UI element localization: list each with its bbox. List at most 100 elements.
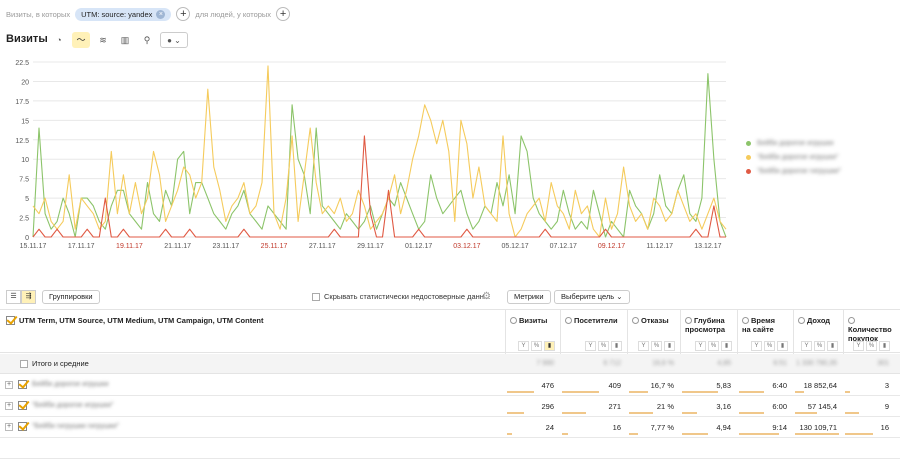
hide-stat-checkbox[interactable] bbox=[312, 292, 320, 301]
series-line[interactable] bbox=[32, 65, 727, 238]
info-icon[interactable] bbox=[798, 317, 805, 324]
x-tick-label: 29.11.17 bbox=[357, 243, 384, 250]
x-tick-label: 19.11.17 bbox=[116, 243, 143, 250]
totals-checkbox[interactable] bbox=[20, 359, 28, 368]
bar-chart-icon[interactable]: ▮ bbox=[611, 341, 622, 351]
row-cell: 9:14 bbox=[772, 423, 787, 432]
filter-icon[interactable]: Y bbox=[695, 341, 706, 351]
add-visit-condition-button[interactable]: + bbox=[176, 7, 191, 21]
totals-cell: 16,6 % bbox=[652, 360, 674, 367]
close-icon[interactable]: × bbox=[156, 9, 166, 19]
metric-header[interactable]: Отказы bbox=[632, 316, 669, 325]
metric-header[interactable]: Глубина просмотра bbox=[685, 316, 725, 334]
tree-view-icon[interactable]: ⇶ bbox=[21, 290, 36, 304]
totals-cell: 1 330 790,35 bbox=[796, 360, 837, 367]
area-chart-icon[interactable]: ≋ bbox=[99, 35, 107, 45]
hide-stat-option[interactable]: Скрывать статистически недостоверные дан… bbox=[312, 292, 490, 301]
legend-item[interactable]: "Бейби дорогое гигрушки" bbox=[746, 168, 841, 175]
gear-icon[interactable]: ⚙ bbox=[482, 291, 491, 302]
info-icon[interactable] bbox=[848, 317, 855, 324]
metric-header[interactable]: Время на сайте bbox=[742, 316, 775, 334]
metric-header[interactable]: Доход bbox=[798, 316, 830, 325]
percent-icon[interactable]: % bbox=[814, 341, 825, 351]
legend-label: "Бейби дорогое игрушки" bbox=[757, 154, 839, 161]
row-checkbox[interactable] bbox=[18, 380, 27, 389]
add-user-condition-button[interactable]: + bbox=[276, 7, 291, 21]
table-row[interactable] bbox=[0, 438, 900, 459]
metric-header[interactable]: Визиты bbox=[510, 316, 547, 325]
list-view-icon[interactable]: ☰ bbox=[6, 290, 21, 304]
expand-icon[interactable]: + bbox=[5, 402, 13, 410]
expand-icon[interactable]: + bbox=[5, 381, 13, 389]
x-tick-label: 15.11.17 bbox=[20, 243, 47, 250]
info-icon[interactable] bbox=[510, 317, 517, 324]
dimensions-checkbox[interactable] bbox=[6, 316, 15, 325]
filter-icon[interactable]: Y bbox=[638, 341, 649, 351]
column-chart-icon[interactable]: ▥ bbox=[120, 35, 130, 45]
row-share-bar bbox=[507, 391, 534, 393]
percent-icon[interactable]: % bbox=[531, 341, 542, 351]
row-checkbox[interactable] bbox=[18, 401, 27, 410]
legend-dot bbox=[746, 141, 751, 146]
row-share-bar bbox=[682, 433, 708, 435]
segment-chip[interactable]: UTM: source: yandex × bbox=[75, 7, 172, 21]
chart-legend: Бейби дорогое игрушки "Бейби дорогое игр… bbox=[746, 140, 841, 182]
metric-header-label: Посетители bbox=[574, 316, 618, 325]
row-checkbox[interactable] bbox=[18, 422, 27, 431]
chart-type-switcher: ◔ 〜 ≋ ▥ ⚲ ● ⌄ bbox=[50, 32, 188, 48]
row-share-bar bbox=[507, 433, 512, 435]
filter-icon[interactable]: Y bbox=[751, 341, 762, 351]
row-cell: 296 bbox=[541, 402, 554, 411]
groupings-button[interactable]: Группировки bbox=[42, 290, 100, 304]
metrics-button[interactable]: Метрики bbox=[507, 290, 551, 304]
table-row[interactable]: + "Бейби гигрушки гигрушки" 24 16 7,77 % 4,94… bbox=[0, 417, 900, 438]
bar-chart-icon[interactable]: ▮ bbox=[664, 341, 675, 351]
percent-icon[interactable]: % bbox=[708, 341, 719, 351]
options-dropdown-icon[interactable]: ● ⌄ bbox=[160, 32, 188, 48]
info-icon[interactable] bbox=[685, 317, 692, 324]
row-label: Бейби дорогое игрушки bbox=[32, 381, 109, 388]
percent-icon[interactable]: % bbox=[866, 341, 877, 351]
table-row[interactable]: + Бейби дорогое игрушки 476 409 16,7 % 5,83 6:… bbox=[0, 375, 900, 396]
bar-chart-icon[interactable]: ▮ bbox=[721, 341, 732, 351]
info-icon[interactable] bbox=[632, 317, 639, 324]
bar-chart-icon[interactable]: ▮ bbox=[827, 341, 838, 351]
legend-item[interactable]: Бейби дорогое игрушки bbox=[746, 140, 841, 147]
map-icon[interactable]: ⚲ bbox=[143, 35, 151, 45]
bar-chart-icon[interactable]: ▮ bbox=[777, 341, 788, 351]
bar-chart-icon[interactable]: ▮ bbox=[544, 341, 555, 351]
percent-icon[interactable]: % bbox=[764, 341, 775, 351]
filter-icon[interactable]: Y bbox=[853, 341, 864, 351]
row-share-bar bbox=[507, 412, 524, 414]
percent-icon[interactable]: % bbox=[598, 341, 609, 351]
dimensions-header[interactable]: UTM Term, UTM Source, UTM Medium, UTM Ca… bbox=[6, 316, 263, 325]
series-line[interactable] bbox=[32, 135, 726, 238]
totals-label: Итого и средние bbox=[32, 359, 89, 368]
y-tick-label: 20 bbox=[21, 79, 29, 86]
filter-icon[interactable]: Y bbox=[801, 341, 812, 351]
row-cell: 6:00 bbox=[772, 402, 787, 411]
pie-chart-icon[interactable]: ◔ bbox=[56, 35, 62, 45]
table-row[interactable]: + "Бейби дорогое игрушки" 296 271 21 % 3,16 6:… bbox=[0, 396, 900, 417]
legend-item[interactable]: "Бейби дорогое игрушки" bbox=[746, 154, 841, 161]
metric-header-label: Время bbox=[751, 316, 775, 325]
filter-icon[interactable]: Y bbox=[585, 341, 596, 351]
bar-chart-icon[interactable]: ▮ bbox=[879, 341, 890, 351]
column-divider bbox=[627, 310, 628, 354]
info-icon[interactable] bbox=[742, 317, 749, 324]
row-cell: 4,94 bbox=[716, 423, 731, 432]
expand-icon[interactable]: + bbox=[5, 423, 13, 431]
info-icon[interactable] bbox=[565, 317, 572, 324]
row-share-bar bbox=[629, 391, 648, 393]
metric-header[interactable]: Количество покупок bbox=[848, 316, 900, 343]
column-divider bbox=[843, 310, 844, 354]
series-line[interactable] bbox=[32, 73, 727, 238]
row-share-bar bbox=[795, 391, 804, 393]
line-chart-icon[interactable]: 〜 bbox=[72, 32, 90, 48]
percent-icon[interactable]: % bbox=[651, 341, 662, 351]
goal-select[interactable]: Выберите цель ⌄ bbox=[554, 290, 630, 304]
x-tick-label: 07.12.17 bbox=[550, 243, 577, 250]
page-title: Визиты bbox=[6, 33, 48, 45]
filter-icon[interactable]: Y bbox=[518, 341, 529, 351]
metric-header[interactable]: Посетители bbox=[565, 316, 618, 325]
